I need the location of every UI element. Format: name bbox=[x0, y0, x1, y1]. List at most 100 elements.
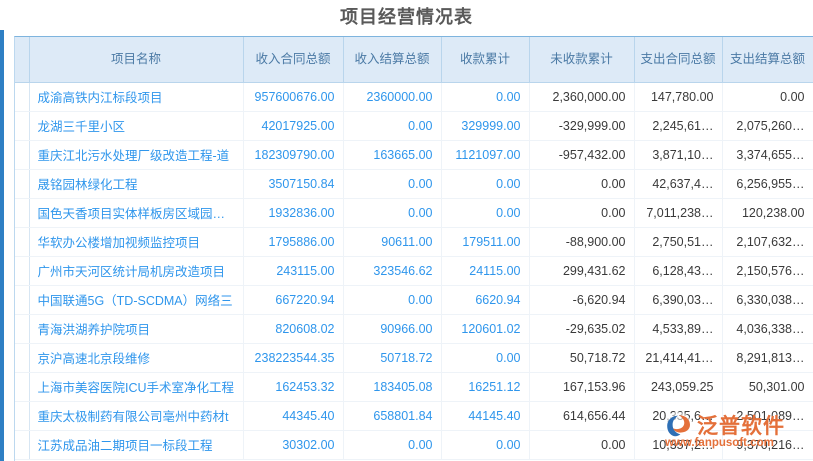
table-row[interactable]: 重庆太极制药有限公司亳州中药材t 44345.40 658801.84 44145.4… bbox=[15, 401, 813, 431]
cell-received-total[interactable]: 6620.94 bbox=[441, 285, 530, 315]
cell-unreceived-total[interactable]: -957,432.00 bbox=[529, 140, 635, 170]
cell-project-name[interactable]: 重庆太极制药有限公司亳州中药材t bbox=[29, 401, 244, 431]
cell-income-settlement[interactable]: 0.00 bbox=[343, 285, 442, 315]
cell-expense-settlement[interactable]: 6,256,955… bbox=[722, 169, 813, 199]
cell-expense-contract[interactable]: 6,390,03… bbox=[634, 285, 723, 315]
cell-received-total[interactable]: 0.00 bbox=[441, 430, 530, 460]
cell-expense-settlement[interactable]: 8,291,813… bbox=[722, 343, 813, 373]
cell-expense-settlement[interactable]: 2,150,576… bbox=[722, 256, 813, 286]
cell-project-name[interactable]: 京沪高速北京段维修 bbox=[29, 343, 244, 373]
cell-project-name[interactable]: 青海洪湖养护院项目 bbox=[29, 314, 244, 344]
cell-income-contract[interactable]: 42017925.00 bbox=[243, 111, 344, 141]
cell-unreceived-total[interactable]: -329,999.00 bbox=[529, 111, 635, 141]
cell-income-settlement[interactable]: 90611.00 bbox=[343, 227, 442, 257]
cell-project-name[interactable]: 中国联通5G（TD-SCDMA）网络三 bbox=[29, 285, 244, 315]
table-row[interactable]: 龙湖三千里小区 42017925.00 0.00 329999.00 -329,999.… bbox=[15, 111, 813, 141]
row-marker-cell[interactable] bbox=[15, 430, 30, 460]
cell-expense-contract[interactable]: 243,059.25 bbox=[634, 372, 723, 402]
cell-received-total[interactable]: 44145.40 bbox=[441, 401, 530, 431]
cell-unreceived-total[interactable]: 167,153.96 bbox=[529, 372, 635, 402]
cell-income-contract[interactable]: 1932836.00 bbox=[243, 198, 344, 228]
cell-received-total[interactable]: 329999.00 bbox=[441, 111, 530, 141]
cell-income-settlement[interactable]: 0.00 bbox=[343, 169, 442, 199]
row-marker-cell[interactable] bbox=[15, 401, 30, 431]
cell-expense-settlement[interactable]: 2,075,260… bbox=[722, 111, 813, 141]
cell-income-contract[interactable]: 44345.40 bbox=[243, 401, 344, 431]
cell-expense-contract[interactable]: 3,871,10… bbox=[634, 140, 723, 170]
cell-unreceived-total[interactable]: -29,635.02 bbox=[529, 314, 635, 344]
column-header-income-contract[interactable]: 收入合同总额 bbox=[243, 37, 344, 83]
table-row[interactable]: 广州市天河区统计局机房改造项目 243115.00 323546.62 24115.0… bbox=[15, 256, 813, 286]
cell-expense-settlement[interactable]: 50,301.00 bbox=[722, 372, 813, 402]
cell-expense-contract[interactable]: 21,414,41… bbox=[634, 343, 723, 373]
cell-expense-settlement[interactable]: 120,238.00 bbox=[722, 198, 813, 228]
cell-expense-settlement[interactable]: 3,374,655… bbox=[722, 140, 813, 170]
cell-project-name[interactable]: 广州市天河区统计局机房改造项目 bbox=[29, 256, 244, 286]
cell-project-name[interactable]: 江苏成品油二期项目一标段工程 bbox=[29, 430, 244, 460]
table-row[interactable]: 江苏成品油二期项目一标段工程 30302.00 0.00 0.00 0.00 10,357… bbox=[15, 430, 813, 460]
cell-expense-settlement[interactable]: 4,036,338… bbox=[722, 314, 813, 344]
row-marker-cell[interactable] bbox=[15, 343, 30, 373]
table-row[interactable]: 中国联通5G（TD-SCDMA）网络三 667220.94 0.00 6620.94-… bbox=[15, 285, 813, 315]
cell-unreceived-total[interactable]: 0.00 bbox=[529, 169, 635, 199]
cell-income-contract[interactable]: 667220.94 bbox=[243, 285, 344, 315]
row-marker-cell[interactable] bbox=[15, 169, 30, 199]
cell-received-total[interactable]: 16251.12 bbox=[441, 372, 530, 402]
cell-income-settlement[interactable]: 0.00 bbox=[343, 430, 442, 460]
cell-received-total[interactable]: 0.00 bbox=[441, 169, 530, 199]
project-operation-grid[interactable]: 项目名称 收入合同总额 收入结算总额 收款累计 未收款累计 支出合同总额 支出结… bbox=[14, 36, 813, 461]
cell-received-total[interactable]: 0.00 bbox=[441, 343, 530, 373]
cell-unreceived-total[interactable]: 50,718.72 bbox=[529, 343, 635, 373]
cell-unreceived-total[interactable]: 614,656.44 bbox=[529, 401, 635, 431]
cell-unreceived-total[interactable]: 0.00 bbox=[529, 198, 635, 228]
column-header-income-settlement[interactable]: 收入结算总额 bbox=[343, 37, 442, 83]
table-row[interactable]: 重庆江北污水处理厂级改造工程-道 182309790.00 163665.00 112… bbox=[15, 140, 813, 170]
row-marker-cell[interactable] bbox=[15, 256, 30, 286]
row-marker-cell[interactable] bbox=[15, 372, 30, 402]
cell-income-contract[interactable]: 30302.00 bbox=[243, 430, 344, 460]
row-marker-cell[interactable] bbox=[15, 314, 30, 344]
cell-income-settlement[interactable]: 0.00 bbox=[343, 111, 442, 141]
cell-income-settlement[interactable]: 183405.08 bbox=[343, 372, 442, 402]
cell-income-settlement[interactable]: 50718.72 bbox=[343, 343, 442, 373]
cell-received-total[interactable]: 1121097.00 bbox=[441, 140, 530, 170]
row-marker-cell[interactable] bbox=[15, 227, 30, 257]
cell-income-contract[interactable]: 820608.02 bbox=[243, 314, 344, 344]
cell-project-name[interactable]: 晟铭园林绿化工程 bbox=[29, 169, 244, 199]
row-marker-cell[interactable] bbox=[15, 198, 30, 228]
column-header-expense-settlement[interactable]: 支出结算总额 bbox=[722, 37, 813, 83]
cell-income-contract[interactable]: 238223544.35 bbox=[243, 343, 344, 373]
table-row[interactable]: 国色天香项目实体样板房区域园建工 1932836.00 0.00 0.00 0.00 7,… bbox=[15, 198, 813, 228]
left-scroll-rail[interactable] bbox=[0, 30, 4, 461]
cell-expense-contract[interactable]: 42,637,4… bbox=[634, 169, 723, 199]
cell-received-total[interactable]: 0.00 bbox=[441, 82, 530, 112]
row-marker-cell[interactable] bbox=[15, 82, 30, 112]
cell-expense-settlement[interactable]: 6,330,038… bbox=[722, 285, 813, 315]
cell-expense-settlement[interactable]: 2,501,089… bbox=[722, 401, 813, 431]
cell-expense-contract[interactable]: 7,011,238… bbox=[634, 198, 723, 228]
cell-expense-settlement[interactable]: 9,370,216… bbox=[722, 430, 813, 460]
row-marker-cell[interactable] bbox=[15, 140, 30, 170]
cell-income-settlement[interactable]: 0.00 bbox=[343, 198, 442, 228]
column-header-expense-contract[interactable]: 支出合同总额 bbox=[634, 37, 723, 83]
cell-income-contract[interactable]: 243115.00 bbox=[243, 256, 344, 286]
cell-income-contract[interactable]: 162453.32 bbox=[243, 372, 344, 402]
row-marker-cell[interactable] bbox=[15, 285, 30, 315]
cell-project-name[interactable]: 成渝高铁内江标段项目 bbox=[29, 82, 244, 112]
cell-unreceived-total[interactable]: 0.00 bbox=[529, 430, 635, 460]
cell-project-name[interactable]: 上海市美容医院ICU手术室净化工程 bbox=[29, 372, 244, 402]
cell-received-total[interactable]: 24115.00 bbox=[441, 256, 530, 286]
cell-income-settlement[interactable]: 90966.00 bbox=[343, 314, 442, 344]
cell-unreceived-total[interactable]: 299,431.62 bbox=[529, 256, 635, 286]
cell-income-settlement[interactable]: 658801.84 bbox=[343, 401, 442, 431]
cell-received-total[interactable]: 179511.00 bbox=[441, 227, 530, 257]
cell-income-contract[interactable]: 3507150.84 bbox=[243, 169, 344, 199]
cell-unreceived-total[interactable]: -88,900.00 bbox=[529, 227, 635, 257]
cell-income-settlement[interactable]: 2360000.00 bbox=[343, 82, 442, 112]
cell-expense-settlement[interactable]: 2,107,632… bbox=[722, 227, 813, 257]
cell-project-name[interactable]: 重庆江北污水处理厂级改造工程-道 bbox=[29, 140, 244, 170]
table-row[interactable]: 晟铭园林绿化工程 3507150.84 0.00 0.00 0.00 42,637,4… 6… bbox=[15, 169, 813, 199]
cell-expense-contract[interactable]: 147,780.00 bbox=[634, 82, 723, 112]
cell-income-contract[interactable]: 957600676.00 bbox=[243, 82, 344, 112]
cell-expense-contract[interactable]: 10,357,2… bbox=[634, 430, 723, 460]
